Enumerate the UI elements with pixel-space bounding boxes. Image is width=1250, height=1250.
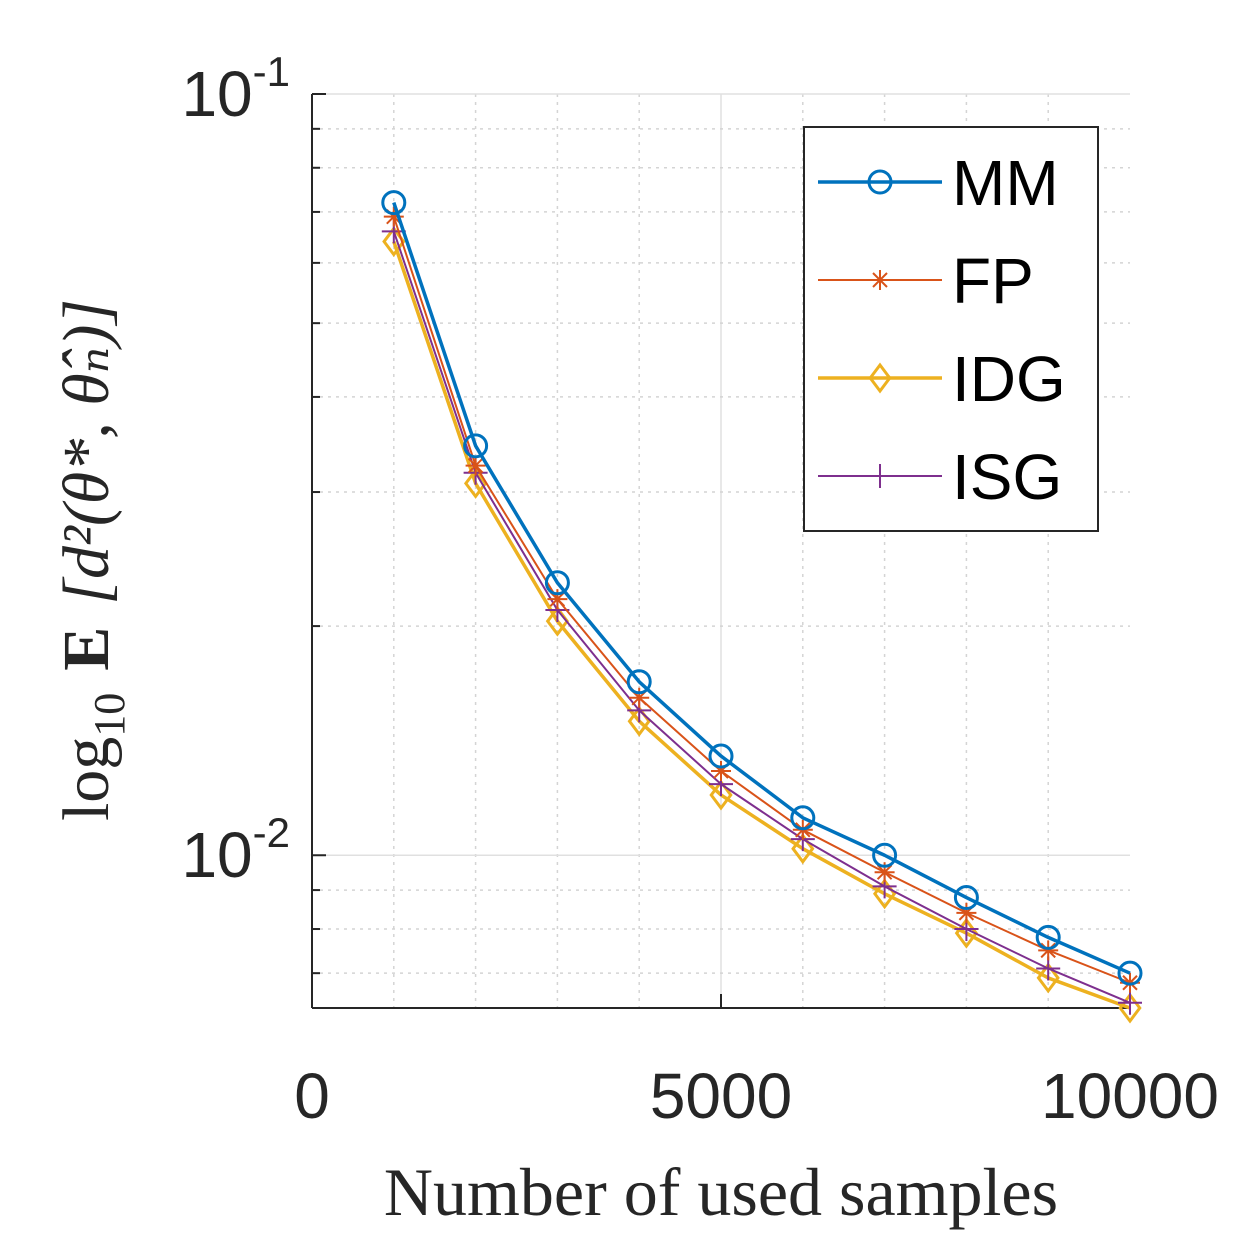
y-tick-labels: 10-110-2	[181, 48, 290, 891]
y-tick-label: 10-1	[181, 48, 290, 130]
y-label-log: log	[50, 737, 123, 821]
series-line-idg	[392, 240, 1131, 1010]
data-point-mm	[1117, 960, 1143, 986]
x-tick-label: 5000	[650, 1060, 792, 1132]
data-point-fp	[956, 902, 977, 923]
data-point-mm	[626, 669, 652, 695]
data-point-mm	[381, 190, 407, 216]
data-point-mm	[1035, 924, 1061, 950]
data-point-mm	[953, 885, 979, 911]
data-point-fp	[383, 206, 404, 227]
y-axis-label: log10 E [d²(θ*, θ̂ₙ)]	[50, 299, 134, 821]
data-point-isg	[1118, 990, 1142, 1015]
data-point-isg	[1036, 956, 1061, 981]
data-point-mm	[790, 805, 816, 831]
y-tick-base: 10	[181, 58, 252, 130]
y-tick-exponent: -1	[253, 48, 290, 95]
series-mm	[381, 190, 1143, 986]
data-point-fp	[465, 455, 486, 476]
x-tick-labels: 0 5000 10000	[294, 1060, 1219, 1132]
legend-box	[803, 126, 1099, 532]
legend-label-isg: ISG	[952, 441, 1062, 513]
legend-marker-mm	[867, 169, 893, 195]
data-point-mm	[872, 842, 898, 868]
legend-marker-isg	[868, 464, 892, 488]
x-tick-label: 0	[294, 1060, 330, 1132]
data-point-fp	[874, 862, 895, 883]
data-point-idg	[1036, 962, 1060, 994]
x-tick-label: 10000	[1041, 1060, 1219, 1132]
legend-marker-fp	[870, 270, 890, 290]
series-line-isg	[392, 231, 1131, 1004]
legend-label-idg: IDG	[952, 343, 1066, 415]
y-label-sub: 10	[85, 693, 134, 737]
series-layer	[381, 190, 1143, 1024]
data-point-mm	[708, 743, 734, 769]
y-tick-exponent: -2	[253, 809, 290, 856]
data-point-mm	[544, 570, 570, 596]
svg-text:log10E[d²(θ*, θ̂ₙ)]: log10 E [d²(θ*, θ̂ₙ)]	[50, 299, 134, 821]
legend-label-fp: FP	[952, 245, 1034, 317]
data-point-fp	[547, 589, 568, 610]
y-label-operator: E	[50, 627, 123, 671]
data-point-fp	[1038, 940, 1059, 961]
series-idg	[382, 226, 1142, 1024]
data-point-idg	[709, 779, 733, 811]
y-tick-label: 10-2	[181, 809, 290, 891]
y-label-argument: [d²(θ*, θ̂ₙ)]	[50, 299, 123, 605]
data-point-idg	[463, 467, 488, 499]
series-line-mm	[392, 202, 1131, 975]
data-point-idg	[791, 833, 815, 865]
data-point-fp	[629, 687, 650, 708]
data-point-mm	[463, 433, 489, 459]
series-line-fp	[392, 216, 1131, 984]
legend-label-mm: MM	[952, 147, 1059, 219]
legend-marker-idg	[868, 362, 892, 394]
y-tick-base: 10	[181, 819, 252, 891]
legend: MM FP IDG ISG	[803, 126, 1099, 532]
x-axis-label: Number of used samples	[384, 1154, 1058, 1230]
data-point-fp	[711, 761, 731, 782]
